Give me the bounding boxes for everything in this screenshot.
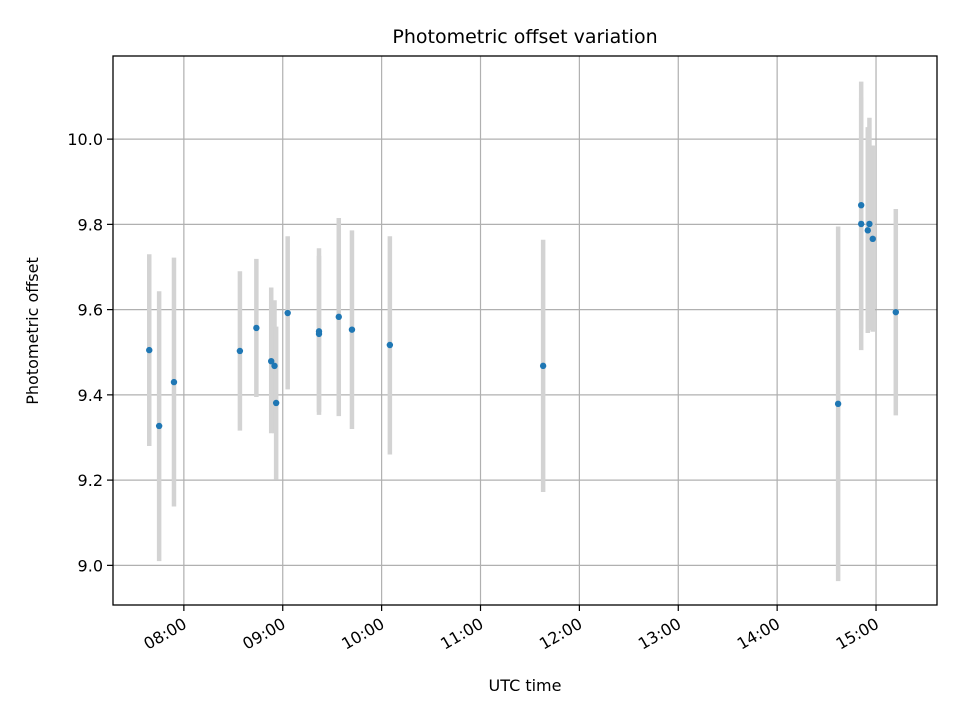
data-point xyxy=(335,313,342,321)
chart-title: Photometric offset variation xyxy=(392,26,657,48)
x-tick-label: 09:00 xyxy=(239,614,288,654)
data-point xyxy=(284,309,291,317)
data-point xyxy=(857,220,865,228)
y-tick-label: 9.0 xyxy=(78,556,103,575)
data-point xyxy=(268,357,275,365)
data-point xyxy=(348,326,356,333)
plot-frame xyxy=(112,55,938,606)
y-axis-label: Photometric offset xyxy=(23,257,42,405)
data-point xyxy=(834,400,842,408)
axes-layer xyxy=(107,55,938,611)
errorbar-layer xyxy=(147,81,899,582)
y-tick-label: 9.6 xyxy=(78,301,103,320)
data-point xyxy=(155,422,163,430)
text-layer: Photometric offset variation UTC time Ph… xyxy=(23,26,882,695)
data-point xyxy=(539,362,547,370)
data-point xyxy=(866,220,873,228)
x-tick-label: 08:00 xyxy=(140,614,189,654)
data-point xyxy=(170,378,178,386)
data-point xyxy=(864,227,871,234)
x-tick-label: 11:00 xyxy=(437,614,486,654)
data-point xyxy=(315,330,323,338)
data-point xyxy=(236,347,244,355)
y-tick-label: 10.0 xyxy=(67,130,103,149)
y-tick-label: 9.8 xyxy=(78,215,103,234)
data-point xyxy=(146,346,153,354)
x-tick-label: 13:00 xyxy=(635,614,684,654)
data-point xyxy=(271,362,278,370)
x-axis-label: UTC time xyxy=(489,676,562,695)
y-tick-label: 9.2 xyxy=(78,471,103,490)
data-point xyxy=(869,235,876,243)
data-point xyxy=(892,308,899,316)
x-tick-label: 14:00 xyxy=(734,614,783,654)
data-point xyxy=(857,201,865,209)
y-tick-label: 9.4 xyxy=(78,386,103,405)
x-tick-label: 15:00 xyxy=(833,614,882,654)
x-tick-label: 10:00 xyxy=(338,614,387,654)
grid-layer xyxy=(113,56,937,605)
x-tick-label: 12:00 xyxy=(536,614,585,654)
data-point xyxy=(253,324,260,332)
data-point xyxy=(386,341,394,349)
data-point xyxy=(272,399,280,407)
point-layer xyxy=(146,201,899,430)
